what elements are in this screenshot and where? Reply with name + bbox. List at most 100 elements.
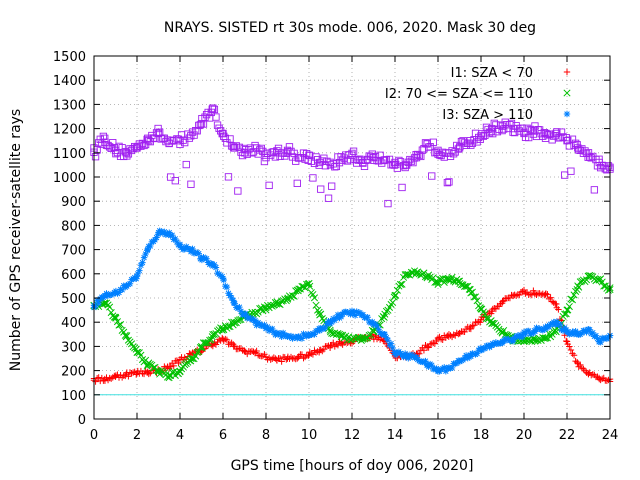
data-point [584,149,593,157]
x-tick-label: 20 [516,428,533,443]
data-point [187,132,195,140]
data-point [337,156,345,164]
data-point [583,329,590,336]
data-point [520,338,528,346]
data-point [431,340,439,347]
data-point [269,325,276,333]
data-point [234,187,242,195]
data-point [396,280,405,288]
data-point [154,124,162,133]
data-point [154,129,163,138]
data-point [445,178,453,186]
data-point [122,333,130,341]
data-point [563,338,571,345]
data-point [512,332,520,340]
data-point [187,357,195,365]
data-point [423,272,431,280]
data-point [422,357,429,365]
x-tick-label: 18 [473,428,490,443]
data-point [106,374,113,382]
data-point [541,334,550,342]
data-point [311,331,318,338]
data-point [541,291,548,299]
data-point [306,282,314,290]
legend-marker [563,68,571,76]
data-point [591,333,598,340]
data-point [305,151,313,159]
data-point [481,310,489,318]
data-point [563,306,571,314]
x-tick-label: 2 [133,428,141,443]
data-point [101,134,109,142]
data-point [241,348,248,355]
data-point [295,333,302,340]
data-point [123,282,130,290]
x-axis-label: GPS time [hours of doy 006, 2020] [231,458,474,474]
data-point [128,370,135,377]
data-point [428,362,435,369]
data-point [473,297,481,305]
data-point [206,336,214,344]
data-point [467,323,474,331]
data-point [295,354,302,361]
data-point [605,376,612,384]
y-tick-label: 300 [61,340,86,355]
data-point [133,371,140,378]
data-point [542,291,549,298]
data-point [488,341,495,349]
data-point [112,289,119,297]
data-point [373,335,381,343]
y-tick-label: 600 [61,268,86,283]
data-point [574,360,581,367]
data-point [151,236,159,244]
data-point [327,341,334,349]
data-point [402,352,409,360]
data-point [582,276,591,284]
data-point [527,330,534,338]
x-tick-label: 12 [344,428,361,443]
data-point [416,357,423,365]
data-point [219,324,227,332]
data-point [327,317,334,325]
data-point [283,146,292,155]
data-point [276,355,284,362]
data-point [520,129,528,138]
x-tick-label: 14 [387,428,404,443]
data-point [337,333,345,341]
data-point [226,135,234,143]
data-point [434,146,442,155]
data-point [261,321,268,329]
data-point [574,329,581,337]
data-point [568,296,577,304]
data-point [563,337,570,345]
data-point [214,338,221,346]
data-point [424,343,431,350]
data-point [518,124,527,132]
data-point [391,158,399,167]
data-point [234,345,242,353]
data-point [425,363,432,371]
data-point [189,245,196,253]
data-point [398,183,406,192]
data-point [176,242,184,250]
data-point [573,358,581,366]
data-point [144,360,152,369]
axis-ticks: 0100200300400500600700800900100011001200… [53,50,618,443]
data-point [488,319,496,327]
data-point [323,343,331,350]
data-point [595,158,603,167]
data-point [122,149,130,157]
data-point [424,361,431,368]
data-point [423,139,431,147]
data-point [181,246,188,253]
data-point [453,360,460,367]
data-point [171,177,179,185]
series-layer [90,104,614,385]
data-point [324,194,333,202]
y-tick-label: 1500 [53,50,86,65]
data-point [251,144,259,152]
data-point [176,356,184,363]
data-point [118,286,126,294]
data-point [219,335,227,343]
data-point [326,328,335,336]
